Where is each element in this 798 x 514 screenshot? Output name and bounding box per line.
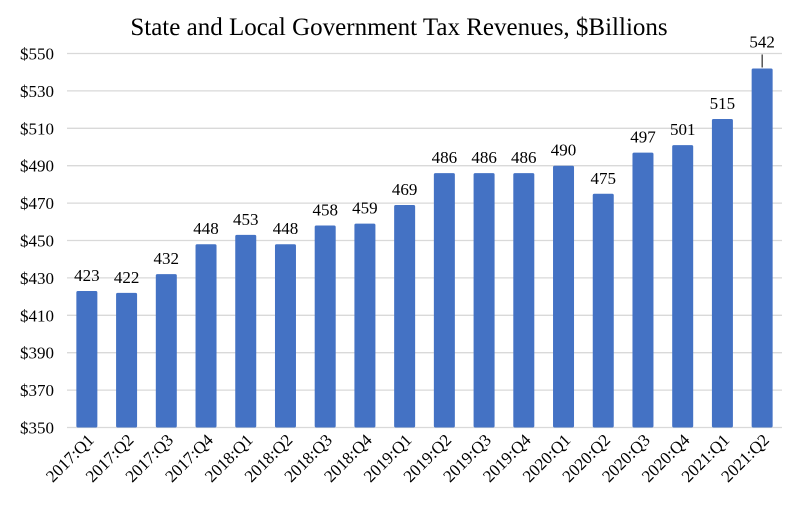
y-tick-label: $390 bbox=[20, 344, 54, 363]
data-label: 515 bbox=[710, 94, 736, 113]
y-tick-label: $530 bbox=[20, 82, 54, 101]
data-label: 422 bbox=[114, 268, 140, 287]
y-tick-label: $510 bbox=[20, 119, 54, 138]
bar bbox=[116, 292, 138, 428]
y-tick-label: $430 bbox=[20, 269, 54, 288]
chart-title: State and Local Government Tax Revenues,… bbox=[130, 14, 667, 41]
y-tick-label: $410 bbox=[20, 306, 54, 325]
data-label: 453 bbox=[233, 210, 259, 229]
bar bbox=[274, 244, 296, 428]
bar bbox=[155, 274, 177, 428]
bar bbox=[473, 173, 495, 428]
y-tick-label: $370 bbox=[20, 381, 54, 400]
bar bbox=[195, 244, 217, 428]
data-label: 501 bbox=[670, 120, 696, 139]
bar bbox=[433, 173, 455, 428]
bar bbox=[76, 290, 98, 428]
data-label: 475 bbox=[591, 169, 617, 188]
y-tick-label: $470 bbox=[20, 194, 54, 213]
data-label: 432 bbox=[154, 249, 180, 268]
bar bbox=[235, 234, 257, 428]
data-label: 486 bbox=[511, 148, 537, 167]
bar bbox=[314, 225, 336, 428]
data-label: 448 bbox=[193, 219, 219, 238]
bar bbox=[592, 193, 614, 428]
y-tick-label: $490 bbox=[20, 157, 54, 176]
data-label: 423 bbox=[74, 266, 100, 285]
data-label: 459 bbox=[352, 199, 378, 218]
data-label: 458 bbox=[312, 201, 338, 220]
y-tick-label: $550 bbox=[20, 45, 54, 64]
y-tick-label: $450 bbox=[20, 232, 54, 251]
data-label: 486 bbox=[432, 148, 458, 167]
data-label: 469 bbox=[392, 180, 418, 199]
bar bbox=[553, 165, 575, 428]
data-label: 486 bbox=[471, 148, 497, 167]
bar bbox=[513, 173, 535, 428]
bar bbox=[672, 145, 694, 428]
y-tick-label: $350 bbox=[20, 419, 54, 438]
data-label: 542 bbox=[749, 32, 775, 51]
bar bbox=[632, 152, 654, 428]
bar bbox=[394, 204, 416, 428]
data-label: 497 bbox=[630, 128, 656, 147]
data-label: 490 bbox=[551, 141, 577, 160]
data-label: 448 bbox=[273, 219, 299, 238]
bar bbox=[354, 223, 376, 428]
bar bbox=[751, 68, 773, 428]
bar bbox=[711, 118, 733, 428]
